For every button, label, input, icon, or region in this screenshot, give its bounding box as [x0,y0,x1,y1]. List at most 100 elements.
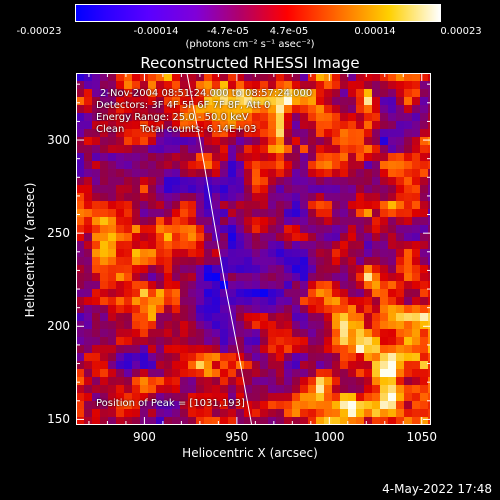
heatmap-cell [348,233,356,241]
heatmap-cell [420,337,428,345]
heatmap-cell [396,305,404,313]
heatmap-cell [380,153,388,161]
heatmap-cell [428,217,431,225]
heatmap-cell [132,417,140,425]
heatmap-cell [108,289,116,297]
heatmap-cell [180,369,188,377]
heatmap-cell [260,217,268,225]
heatmap-cell [308,385,316,393]
heatmap-cell [140,313,148,321]
heatmap-cell [348,401,356,409]
heatmap-cell [100,409,108,417]
heatmap-cell [412,105,420,113]
heatmap-cell [340,345,348,353]
heatmap-cell [140,153,148,161]
heatmap-cell [164,257,172,265]
heatmap-cell [196,201,204,209]
heatmap-cell [212,185,220,193]
heatmap-cell [348,241,356,249]
axis-ticks [76,73,431,425]
heatmap-cell [252,393,260,401]
heatmap-cell [324,393,332,401]
heatmap-cell [252,313,260,321]
heatmap-cell [92,233,100,241]
heatmap-cell [300,233,308,241]
heatmap-cell [276,273,284,281]
heatmap-cell [188,265,196,273]
heatmap-cell [316,257,324,265]
heatmap-cell [156,137,164,145]
heatmap-cell [420,385,428,393]
timestamp: 4-May-2022 17:48 [382,482,492,496]
heatmap-cell [100,193,108,201]
heatmap-cell [396,105,404,113]
heatmap-cell [348,321,356,329]
heatmap-cell [76,169,84,177]
heatmap-cell [180,377,188,385]
heatmap-cell [348,329,356,337]
heatmap-cell [180,225,188,233]
heatmap-cell [100,345,108,353]
heatmap-cell [364,297,372,305]
heatmap-cell [356,361,364,369]
heatmap-cell [204,169,212,177]
colorbar [75,4,441,22]
heatmap-cell [396,185,404,193]
heatmap-cell [172,121,180,129]
heatmap-cell [300,73,308,81]
heatmap-cell [276,409,284,417]
heatmap-cell [76,121,84,129]
heatmap-cell [396,257,404,265]
heatmap-cell [164,313,172,321]
heatmap-cell [364,105,372,113]
heatmap-cell [340,329,348,337]
heatmap-cell [188,297,196,305]
heatmap-cell [268,305,276,313]
heatmap-cell [276,241,284,249]
heatmap-cell [372,337,380,345]
heatmap-cell [308,129,316,137]
heatmap-cell [84,73,92,81]
heatmap-cell [412,209,420,217]
heatmap-cell [196,385,204,393]
heatmap-cell [204,113,212,121]
heatmap-cell [300,353,308,361]
heatmap-cell [380,105,388,113]
heatmap-cell [108,369,116,377]
heatmap-cell [100,209,108,217]
heatmap-cell [76,353,84,361]
heatmap-cell [188,169,196,177]
heatmap-cell [252,353,260,361]
heatmap-cell [308,401,316,409]
heatmap-cell [412,129,420,137]
heatmap-cell [404,209,412,217]
heatmap-cell [420,145,428,153]
heatmap-cell [204,153,212,161]
heatmap-cell [372,297,380,305]
heatmap-cell [236,257,244,265]
heatmap-cell [412,169,420,177]
heatmap-cell [428,81,431,89]
heatmap-cell [188,305,196,313]
heatmap-cell [356,129,364,137]
heatmap-cell [196,209,204,217]
heatmap-cell [268,281,276,289]
heatmap-cell [340,249,348,257]
heatmap-cell [396,289,404,297]
heatmap-cell [388,241,396,249]
heatmap-cell [108,89,116,97]
heatmap-cell [236,193,244,201]
heatmap-cell [164,113,172,121]
heatmap-cell [172,369,180,377]
heatmap-cell [76,345,84,353]
heatmap-cell [180,297,188,305]
heatmap-cell [244,313,252,321]
heatmap-cell [364,369,372,377]
heatmap-cell [284,201,292,209]
heatmap-cell [284,337,292,345]
heatmap-cell [132,273,140,281]
heatmap-cell [388,297,396,305]
heatmap-cell [364,233,372,241]
heatmap-cell [404,201,412,209]
heatmap-cell [332,113,340,121]
